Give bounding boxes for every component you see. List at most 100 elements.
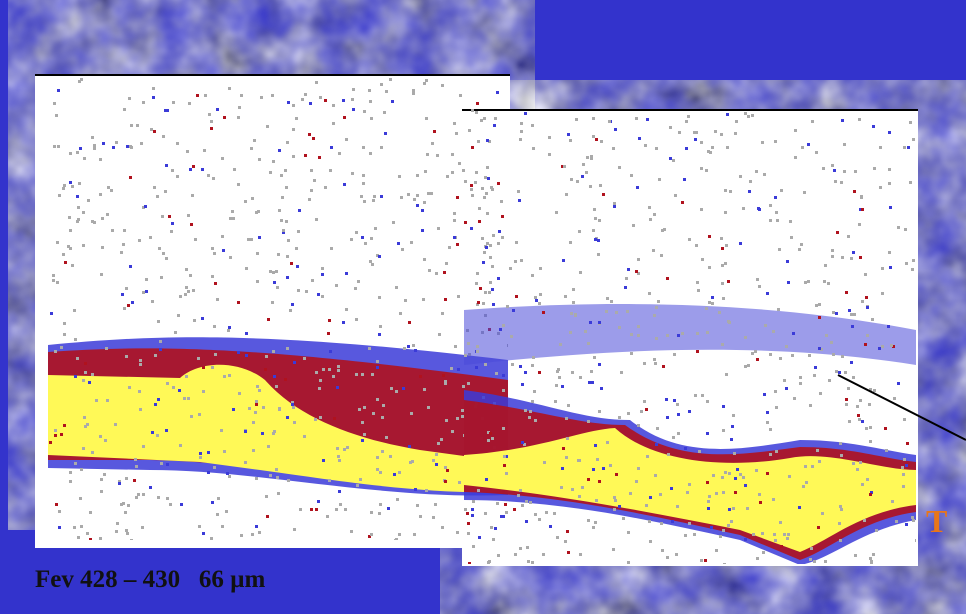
speckle: [566, 530, 569, 533]
speckle: [496, 91, 499, 94]
speckle: [838, 522, 841, 525]
speckle: [58, 510, 61, 513]
speckle: [162, 252, 165, 255]
speckle: [284, 169, 287, 172]
speckle: [484, 512, 487, 515]
speckle: [704, 559, 707, 562]
speckle: [73, 526, 76, 529]
speckle: [866, 334, 869, 337]
speckle: [80, 78, 83, 81]
speckle: [614, 128, 617, 131]
speckle: [380, 146, 383, 149]
speckle: [448, 246, 451, 249]
speckle: [481, 187, 484, 190]
speckle: [831, 164, 834, 167]
speckle: [295, 117, 298, 120]
speckle: [780, 189, 783, 192]
speckle: [588, 381, 591, 384]
speckle: [380, 195, 383, 198]
speckle: [297, 289, 300, 292]
speckle: [488, 291, 491, 294]
speckle: [696, 281, 699, 284]
speckle: [64, 261, 67, 264]
speckle: [769, 353, 772, 356]
speckle: [211, 501, 214, 504]
speckle: [840, 454, 843, 457]
speckle: [853, 313, 856, 316]
speckle: [220, 429, 223, 432]
speckle: [281, 196, 284, 199]
speckle: [624, 286, 627, 289]
speckle: [380, 83, 383, 86]
speckle: [258, 158, 261, 161]
speckle: [412, 92, 415, 95]
speckle: [317, 500, 320, 503]
speckle: [322, 368, 325, 371]
speckle: [440, 438, 443, 441]
speckle: [712, 474, 715, 477]
speckle: [139, 359, 142, 362]
speckle: [226, 472, 229, 475]
speckle: [486, 242, 489, 245]
speckle: [542, 311, 545, 314]
speckle: [189, 274, 192, 277]
speckle: [513, 508, 516, 511]
speckle: [231, 210, 234, 213]
speckle: [618, 505, 621, 508]
speckle: [529, 501, 532, 504]
speckle: [161, 215, 164, 218]
speckle: [888, 131, 891, 134]
speckle: [471, 194, 474, 197]
speckle: [211, 247, 214, 250]
speckle: [489, 256, 492, 259]
speckle: [629, 492, 632, 495]
speckle: [600, 140, 603, 143]
speckle: [187, 290, 190, 293]
speckle: [747, 115, 750, 118]
speckle: [815, 151, 818, 154]
speckle: [164, 190, 167, 193]
speckle: [643, 362, 646, 365]
speckle: [475, 171, 478, 174]
speckle: [315, 508, 318, 511]
speckle: [655, 337, 658, 340]
speckle: [873, 389, 876, 392]
speckle: [909, 181, 912, 184]
speckle: [483, 251, 486, 254]
speckle: [861, 300, 864, 303]
speckle: [233, 168, 236, 171]
speckle: [95, 399, 98, 402]
speckle: [210, 120, 213, 123]
speckle: [476, 102, 479, 105]
speckle: [445, 419, 448, 422]
speckle: [390, 387, 393, 390]
speckle: [237, 116, 240, 119]
speckle: [707, 500, 710, 503]
speckle: [252, 449, 255, 452]
speckle: [216, 108, 219, 111]
speckle: [285, 186, 288, 189]
speckle: [517, 190, 520, 193]
speckle: [739, 175, 742, 178]
speckle: [709, 151, 712, 154]
speckle: [362, 146, 365, 149]
speckle: [774, 539, 777, 542]
speckle: [315, 218, 318, 221]
speckle: [356, 484, 359, 487]
speckle: [157, 496, 160, 499]
speckle: [811, 465, 814, 468]
speckle: [477, 140, 480, 143]
speckle: [53, 145, 56, 148]
speckle: [902, 485, 905, 488]
speckle: [238, 106, 241, 109]
speckle: [755, 170, 758, 173]
speckle: [286, 347, 289, 350]
speckle: [718, 311, 721, 314]
speckle: [362, 182, 365, 185]
speckle: [816, 449, 819, 452]
speckle: [141, 526, 144, 529]
speckle: [881, 345, 884, 348]
speckle: [430, 192, 433, 195]
speckle: [350, 238, 353, 241]
speckle: [422, 298, 425, 301]
